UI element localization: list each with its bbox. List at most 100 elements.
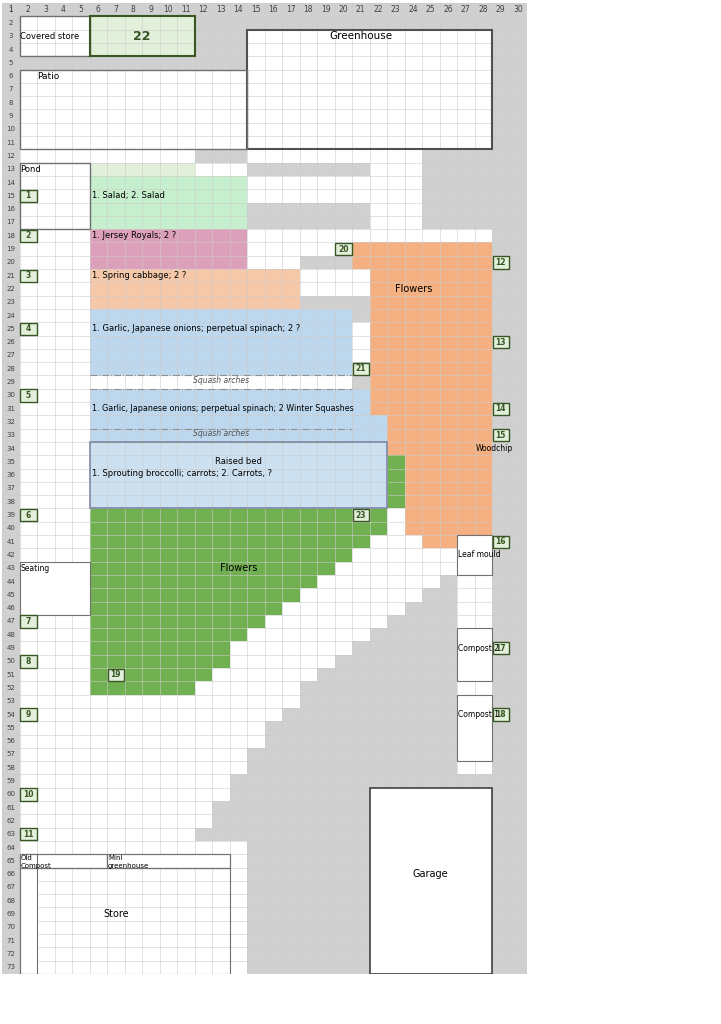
- Bar: [335, 243, 352, 255]
- Bar: [89, 641, 229, 654]
- Text: 9: 9: [566, 281, 572, 290]
- Bar: [247, 30, 492, 150]
- Text: 46: 46: [6, 605, 15, 611]
- Text: Leaf mould: Leaf mould: [458, 551, 500, 559]
- Text: Cherry: Cherry: [576, 348, 606, 357]
- Text: 41: 41: [6, 539, 15, 545]
- Text: 54: 54: [6, 712, 15, 718]
- Bar: [457, 694, 492, 761]
- Text: 7: 7: [566, 254, 572, 262]
- Bar: [20, 389, 37, 401]
- Bar: [89, 176, 247, 229]
- Bar: [369, 787, 492, 974]
- Bar: [19, 574, 440, 588]
- Text: 70: 70: [6, 925, 15, 931]
- Bar: [19, 628, 369, 641]
- Text: 11: 11: [181, 5, 190, 14]
- Text: 34: 34: [6, 445, 15, 452]
- Bar: [527, 0, 721, 1024]
- Text: 20: 20: [338, 5, 348, 14]
- Text: 16: 16: [560, 375, 572, 384]
- Text: 60: 60: [6, 792, 15, 798]
- Text: 8: 8: [9, 99, 13, 105]
- Text: Garage: Garage: [413, 869, 448, 880]
- Bar: [19, 721, 265, 734]
- Text: 30: 30: [6, 392, 15, 398]
- Text: 29: 29: [496, 5, 505, 14]
- Bar: [247, 150, 422, 163]
- Text: 16: 16: [495, 538, 506, 546]
- Bar: [492, 536, 509, 548]
- Text: 12: 12: [561, 321, 572, 330]
- Text: 12: 12: [198, 5, 208, 14]
- Bar: [19, 163, 89, 229]
- Text: 58: 58: [6, 765, 15, 771]
- Bar: [20, 709, 37, 721]
- Bar: [387, 402, 492, 456]
- Text: 56: 56: [6, 738, 15, 744]
- Text: 62: 62: [6, 818, 15, 824]
- Text: 1. Spring cabbage; 2 ?: 1. Spring cabbage; 2 ?: [92, 271, 186, 281]
- Text: Gros France: Gros France: [576, 335, 629, 343]
- Bar: [19, 150, 247, 163]
- Bar: [20, 323, 37, 335]
- Bar: [20, 269, 37, 282]
- Bar: [0, 974, 721, 1024]
- Text: Hydrangea: Hydrangea: [576, 213, 626, 222]
- Text: Fig: Fig: [576, 456, 589, 465]
- Text: Flowers: Flowers: [394, 284, 432, 294]
- Bar: [19, 16, 89, 56]
- Bar: [404, 442, 492, 495]
- Text: 55: 55: [6, 725, 15, 731]
- Text: 19: 19: [110, 670, 121, 679]
- Text: 29: 29: [6, 379, 15, 385]
- Bar: [19, 761, 247, 774]
- Bar: [19, 16, 492, 150]
- Text: 8: 8: [25, 656, 31, 666]
- Text: 1. Salad; 2. Salad: 1. Salad; 2. Salad: [92, 191, 164, 201]
- Text: Raised bed: Raised bed: [215, 458, 262, 466]
- Text: 5: 5: [566, 226, 572, 236]
- Bar: [492, 429, 509, 441]
- Bar: [195, 30, 247, 56]
- Text: 2: 2: [567, 186, 572, 195]
- Text: 24: 24: [408, 5, 418, 14]
- Text: 27: 27: [6, 352, 15, 358]
- Text: 17: 17: [495, 643, 506, 652]
- Text: 28: 28: [6, 366, 15, 372]
- Text: 17: 17: [286, 5, 296, 14]
- Text: 16: 16: [6, 206, 15, 212]
- Text: 6: 6: [9, 73, 13, 79]
- Text: 27: 27: [461, 5, 471, 14]
- Text: 13: 13: [216, 5, 226, 14]
- Text: 1. Sprouting broccolli; carrots; 2. Carrots, ?: 1. Sprouting broccolli; carrots; 2. Carr…: [92, 469, 272, 477]
- Text: 14: 14: [6, 179, 15, 185]
- Text: Cherry: Cherry: [576, 186, 606, 195]
- Bar: [19, 841, 247, 854]
- Bar: [89, 229, 247, 269]
- Bar: [195, 150, 247, 163]
- Text: 13: 13: [495, 338, 506, 347]
- Bar: [19, 801, 212, 814]
- Text: Flowers: Flowers: [220, 563, 257, 573]
- Text: 23: 23: [355, 511, 366, 519]
- Bar: [0, 0, 2, 1024]
- Text: 7: 7: [9, 86, 13, 92]
- Bar: [19, 70, 247, 150]
- Bar: [422, 216, 492, 229]
- Text: 52: 52: [6, 685, 15, 691]
- Text: 25: 25: [6, 326, 15, 332]
- Text: 10: 10: [164, 5, 173, 14]
- Bar: [247, 163, 369, 176]
- Text: 6: 6: [96, 5, 101, 14]
- Text: 11: 11: [6, 139, 15, 145]
- Text: 22: 22: [6, 286, 15, 292]
- Bar: [19, 867, 229, 974]
- Text: 15: 15: [560, 361, 572, 371]
- Bar: [89, 614, 265, 628]
- Text: 43: 43: [6, 565, 15, 571]
- Bar: [89, 442, 387, 508]
- Bar: [369, 787, 492, 974]
- Text: 16: 16: [268, 5, 278, 14]
- Bar: [19, 668, 317, 681]
